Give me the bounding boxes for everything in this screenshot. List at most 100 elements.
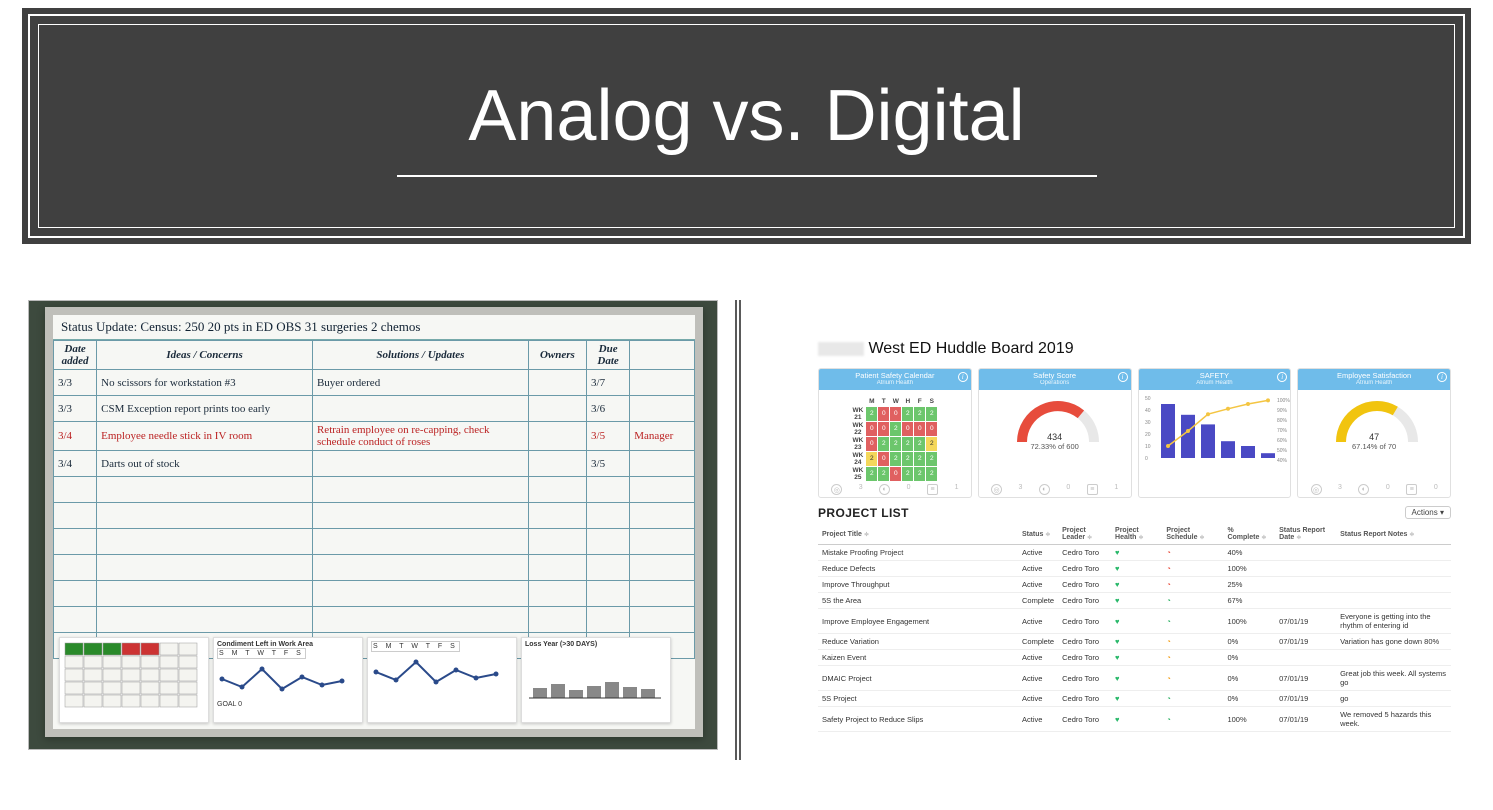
widget-gauge[interactable]: Safety ScoreOperations i 434 72.33% of 6… [978, 368, 1132, 498]
gauge-icon: ◐ [1039, 484, 1050, 495]
wb-cell [312, 451, 528, 477]
project-header-cell[interactable]: Status≑ [1018, 524, 1058, 545]
whiteboard: Status Update: Census: 250 20 pts in ED … [45, 307, 703, 737]
whiteboard-row: 3/4Darts out of stock3/5 [54, 451, 695, 477]
project-row[interactable]: Reduce Defects Active Cedro Toro ♥ ◔ 100… [818, 561, 1451, 577]
project-header-cell[interactable]: Project Health≑ [1111, 524, 1162, 545]
proj-status: Active [1018, 577, 1058, 593]
widget-calendar[interactable]: Patient Safety CalendarAtrium Health i M… [818, 368, 972, 498]
compass-icon: ◎ [991, 484, 1002, 495]
proj-notes [1336, 650, 1451, 666]
wb-cell [528, 396, 586, 422]
widget-header: Patient Safety CalendarAtrium Health i [819, 369, 971, 390]
project-row[interactable]: 5S Project Active Cedro Toro ♥ ◔ 0% 07/0… [818, 691, 1451, 707]
svg-text:30: 30 [1145, 420, 1151, 426]
heart-icon: ♥ [1111, 561, 1162, 577]
proj-pct: 40% [1223, 545, 1275, 561]
heart-icon: ♥ [1111, 545, 1162, 561]
server-icon: ≡ [1087, 484, 1098, 495]
wb-cell: 3/3 [54, 396, 97, 422]
proj-notes: We removed 5 hazards this week. [1336, 707, 1451, 732]
project-header-cell[interactable]: % Complete≑ [1223, 524, 1275, 545]
proj-leader: Cedro Toro [1058, 545, 1111, 561]
compass-icon: ◎ [1311, 484, 1322, 495]
proj-title: Improve Throughput [818, 577, 1018, 593]
title-banner: Analog vs. Digital [28, 14, 1465, 238]
project-header-cell[interactable]: Project Leader≑ [1058, 524, 1111, 545]
wb-cell: Manager [630, 422, 695, 451]
info-icon[interactable]: i [1118, 372, 1128, 382]
project-row[interactable]: Improve Throughput Active Cedro Toro ♥ ◔… [818, 577, 1451, 593]
svg-text:80%: 80% [1277, 418, 1288, 424]
wb-cell [630, 396, 695, 422]
project-row[interactable]: DMAIC Project Active Cedro Toro ♥ ◔ 0% 0… [818, 666, 1451, 691]
clock-icon: ◔ [1162, 545, 1223, 561]
wb-cell: Buyer ordered [312, 370, 528, 396]
heart-icon: ♥ [1111, 691, 1162, 707]
compass-icon: ◎ [831, 484, 842, 495]
whiteboard-row: 3/3No scissors for workstation #3Buyer o… [54, 370, 695, 396]
proj-status: Active [1018, 650, 1058, 666]
wb-cell: 3/3 [54, 370, 97, 396]
project-header-cell[interactable]: Project Schedule≑ [1162, 524, 1223, 545]
wb-cell [528, 422, 586, 451]
wb-cell: 3/4 [54, 422, 97, 451]
widget-barline[interactable]: SAFETYAtrium Health i 01020304050100%90%… [1138, 368, 1292, 498]
wb-col-date: Date added [54, 341, 97, 370]
clock-icon: ◔ [1162, 707, 1223, 732]
project-table: Project Title≑Status≑Project Leader≑Proj… [818, 524, 1451, 732]
gauge-icon: ◐ [879, 484, 890, 495]
proj-leader: Cedro Toro [1058, 650, 1111, 666]
proj-leader: Cedro Toro [1058, 593, 1111, 609]
actions-button[interactable]: Actions ▾ [1405, 506, 1451, 519]
wb-cell [528, 370, 586, 396]
project-row[interactable]: Mistake Proofing Project Active Cedro To… [818, 545, 1451, 561]
whiteboard-paper: S M T W T F S [367, 637, 517, 723]
clock-icon: ◔ [1162, 609, 1223, 634]
clock-icon: ◔ [1162, 634, 1223, 650]
clock-icon: ◔ [1162, 593, 1223, 609]
wb-cell [630, 451, 695, 477]
whiteboard-blank-row [54, 555, 695, 581]
proj-title: 5S the Area [818, 593, 1018, 609]
project-header-cell[interactable]: Status Report Notes≑ [1336, 524, 1451, 545]
dashboard-title: West ED Huddle Board 2019 [818, 340, 1451, 364]
wb-col-owners: Owners [528, 341, 586, 370]
slide-title: Analog vs. Digital [468, 75, 1024, 157]
proj-pct: 0% [1223, 650, 1275, 666]
wb-cell: 3/7 [587, 370, 630, 396]
whiteboard-blank-row [54, 529, 695, 555]
info-icon[interactable]: i [958, 372, 968, 382]
proj-title: Reduce Variation [818, 634, 1018, 650]
proj-date [1275, 650, 1336, 666]
info-icon[interactable]: i [1437, 372, 1447, 382]
project-header-cell[interactable]: Project Title≑ [818, 524, 1018, 545]
svg-text:70%: 70% [1277, 428, 1288, 434]
whiteboard-blank-row [54, 581, 695, 607]
proj-date [1275, 593, 1336, 609]
proj-title: Safety Project to Reduce Slips [818, 707, 1018, 732]
project-row[interactable]: 5S the Area Complete Cedro Toro ♥ ◔ 67% [818, 593, 1451, 609]
whiteboard-paper: Condiment Left in Work AreaS M T W T F S… [213, 637, 363, 723]
proj-notes: Everyone is getting into the rhythm of e… [1336, 609, 1451, 634]
proj-pct: 0% [1223, 634, 1275, 650]
wb-cell: Employee needle stick in IV room [97, 422, 313, 451]
proj-status: Active [1018, 561, 1058, 577]
content-row: Status Update: Census: 250 20 pts in ED … [28, 300, 1465, 760]
widget-header: Employee SatisfactionAtrium Health i [1298, 369, 1450, 390]
project-row[interactable]: Kaizen Event Active Cedro Toro ♥ ◔ 0% [818, 650, 1451, 666]
proj-date [1275, 577, 1336, 593]
svg-text:40: 40 [1145, 408, 1151, 414]
proj-title: Reduce Defects [818, 561, 1018, 577]
project-row[interactable]: Safety Project to Reduce Slips Active Ce… [818, 707, 1451, 732]
proj-leader: Cedro Toro [1058, 666, 1111, 691]
wb-col-extra [630, 341, 695, 370]
widget-gauge[interactable]: Employee SatisfactionAtrium Health i 47 … [1297, 368, 1451, 498]
wb-cell: 3/4 [54, 451, 97, 477]
title-banner-inner: Analog vs. Digital [38, 24, 1455, 228]
proj-title: Kaizen Event [818, 650, 1018, 666]
proj-notes: Great job this week. All systems go [1336, 666, 1451, 691]
project-row[interactable]: Reduce Variation Complete Cedro Toro ♥ ◔… [818, 634, 1451, 650]
project-row[interactable]: Improve Employee Engagement Active Cedro… [818, 609, 1451, 634]
project-header-cell[interactable]: Status Report Date≑ [1275, 524, 1336, 545]
